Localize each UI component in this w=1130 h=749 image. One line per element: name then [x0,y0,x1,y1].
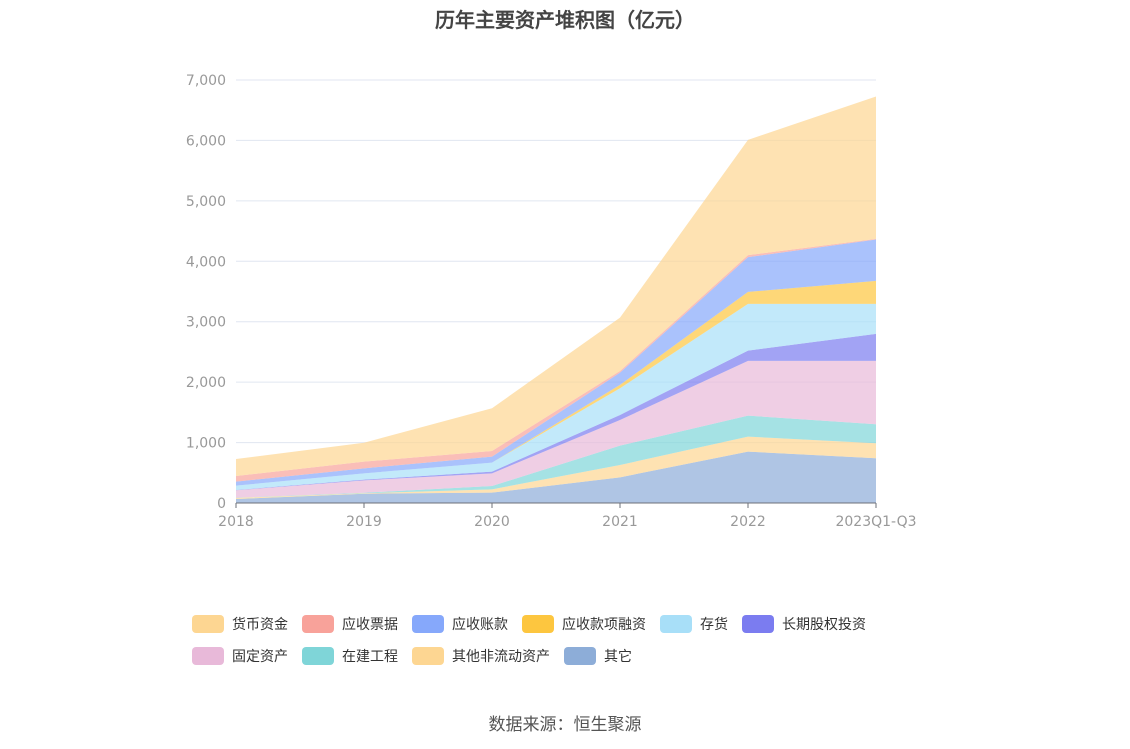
data-source: 数据来源：恒生聚源 [488,715,642,735]
legend-item[interactable]: 其它 [564,645,632,667]
x-tick-label: 2022 [730,514,766,530]
area-7 [236,239,876,486]
legend-swatch [412,615,444,633]
y-tick-label: 4,000 [186,254,226,270]
legend-label: 长期股权投资 [782,617,866,633]
x-tick-label: 2021 [602,514,638,530]
legend-label: 固定资产 [232,649,288,665]
legend-label: 其它 [604,649,632,665]
y-tick-label: 5,000 [186,194,226,210]
area-9 [236,96,876,476]
legend-label: 其他非流动资产 [452,649,550,665]
y-tick-label: 2,000 [186,375,226,391]
legend-label: 货币资金 [232,617,288,633]
legend-row-2: 固定资产 在建工程 其他非流动资产 其它 [192,645,646,667]
legend-item[interactable]: 其他非流动资产 [412,645,550,667]
legend-item[interactable]: 存货 [660,613,728,635]
x-tick-label: 2018 [218,514,254,530]
legend-item[interactable]: 货币资金 [192,613,288,635]
legend-label: 在建工程 [342,649,398,665]
legend-swatch [302,615,334,633]
area-4 [236,333,876,491]
area-2 [236,415,876,498]
legend-item[interactable]: 在建工程 [302,645,398,667]
area-1 [236,436,876,500]
y-tick-label: 3,000 [186,315,226,331]
legend-swatch [660,615,692,633]
legend-swatch [412,647,444,665]
legend-swatch [302,647,334,665]
area-5 [236,303,876,491]
y-tick-label: 7,000 [186,73,226,89]
chart-title: 历年主要资产堆积图（亿元） [435,8,695,32]
legend-item[interactable]: 应收款项融资 [522,613,646,635]
legend-item[interactable]: 固定资产 [192,645,288,667]
legend-item[interactable]: 应收票据 [302,613,398,635]
legend-label: 存货 [700,617,728,633]
y-tick-label: 0 [217,496,226,512]
area-0 [236,451,876,503]
x-tick-label: 2023Q1-Q3 [835,514,916,530]
legend-label: 应收账款 [452,617,508,633]
x-tick-label: 2019 [346,514,382,530]
area-6 [236,280,876,486]
legend-label: 应收票据 [342,617,398,633]
legend-item[interactable]: 应收账款 [412,613,508,635]
x-tick-label: 2020 [474,514,510,530]
area-3 [236,360,876,498]
legend-swatch [742,615,774,633]
legend-swatch [192,615,224,633]
legend-swatch [192,647,224,665]
legend-swatch [522,615,554,633]
legend-label: 应收款项融资 [562,617,646,633]
legend-item[interactable]: 长期股权投资 [742,613,866,635]
legend-swatch [564,647,596,665]
stacked-area-chart: 0 1,000 2,000 3,000 4,000 5,000 6,000 7,000 2018… [186,73,917,530]
y-tick-label: 6,000 [186,133,226,149]
legend-row-1: 货币资金 应收票据 应收账款 应收款项融资 存货 长期股权投资 [192,613,880,635]
y-tick-label: 1,000 [186,436,226,452]
